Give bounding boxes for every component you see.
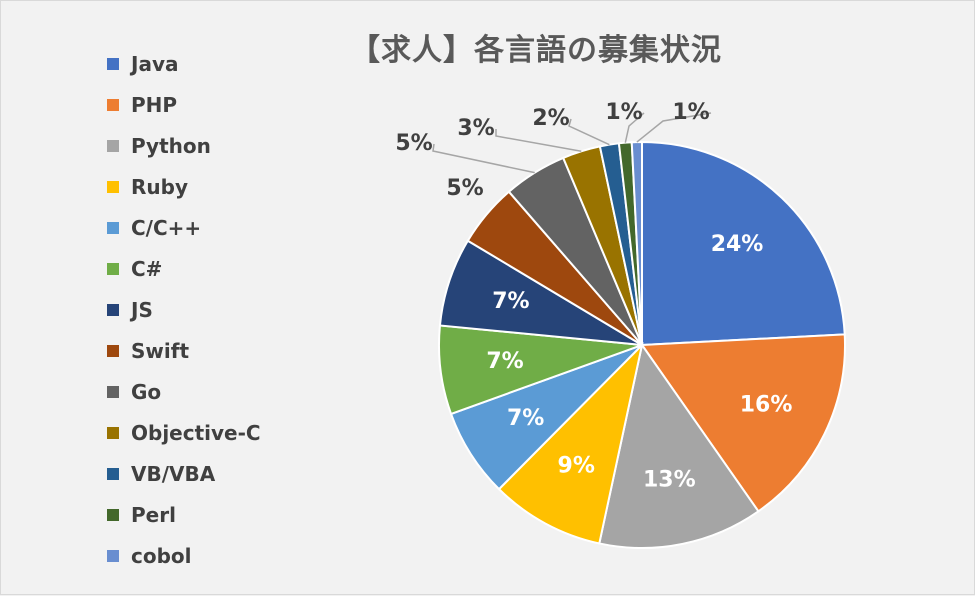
legend-label: Perl <box>131 502 176 527</box>
legend-swatch <box>107 221 119 234</box>
legend-swatch <box>107 344 119 357</box>
data-label-objective-c: 3% <box>457 116 494 141</box>
pie-slice-python <box>598 342 760 549</box>
legend-item-perl: Perl <box>107 494 261 535</box>
pie-slice-ruby <box>497 341 644 545</box>
data-label-perl: 1% <box>605 100 642 125</box>
legend-label: cobol <box>131 543 192 568</box>
data-label-java: 24% <box>711 232 764 257</box>
legend-swatch <box>107 385 119 398</box>
legend-swatch <box>107 262 119 275</box>
legend-item-java: Java <box>107 43 261 84</box>
data-label-vb-vba: 2% <box>532 106 569 131</box>
legend-label: VB/VBA <box>131 461 216 486</box>
leader-line-go <box>432 143 535 174</box>
pie-slice-java <box>641 140 846 347</box>
legend-swatch <box>107 303 119 316</box>
legend-item-cobol: cobol <box>107 535 261 576</box>
data-label-ruby: 9% <box>558 453 595 478</box>
legend-swatch <box>107 467 119 480</box>
legend-label: Java <box>131 51 179 76</box>
data-label-php: 16% <box>740 393 793 418</box>
legend-swatch <box>107 508 119 521</box>
leader-line-vb-vba <box>568 118 610 146</box>
legend-label: Swift <box>131 338 189 363</box>
legend-swatch <box>107 57 119 70</box>
legend-item-php: PHP <box>107 84 261 125</box>
pie-slice-php <box>640 333 846 513</box>
data-label-python: 13% <box>643 467 696 492</box>
legend-item-swift: Swift <box>107 330 261 371</box>
legend-label: C# <box>131 256 163 281</box>
legend-swatch <box>107 139 119 152</box>
legend-swatch <box>107 549 119 562</box>
legend-label: Go <box>131 379 162 404</box>
leader-line-cobol <box>636 112 712 143</box>
leader-line-objective-c <box>495 129 582 153</box>
legend-swatch <box>107 180 119 193</box>
legend-label: PHP <box>131 92 178 117</box>
chart-title: 【求人】各言語の募集状況 <box>350 33 722 68</box>
data-label-js: 7% <box>492 289 529 314</box>
legend-label: JS <box>131 297 153 322</box>
leader-line-perl <box>624 112 645 143</box>
legend: Java PHP Python Ruby C/C++ C# JS Swift Go Objecti… <box>107 43 261 576</box>
legend-swatch <box>107 426 119 439</box>
legend-item-objective-c: Objective-C <box>107 412 261 453</box>
legend-label: C/C++ <box>131 215 202 240</box>
legend-item-c: C# <box>107 248 261 289</box>
data-label-c-c: 7% <box>507 406 544 431</box>
data-label-swift: 5% <box>446 176 483 201</box>
legend-item-ruby: Ruby <box>107 166 261 207</box>
legend-item-vb-vba: VB/VBA <box>107 453 261 494</box>
legend-item-python: Python <box>107 125 261 166</box>
legend-label: Ruby <box>131 174 188 199</box>
legend-item-go: Go <box>107 371 261 412</box>
data-label-cobol: 1% <box>672 100 709 125</box>
legend-item-js: JS <box>107 289 261 330</box>
legend-label: Objective-C <box>131 420 261 445</box>
legend-item-c-c: C/C++ <box>107 207 261 248</box>
legend-swatch <box>107 98 119 111</box>
data-label-c: 7% <box>486 349 523 374</box>
legend-label: Python <box>131 133 211 158</box>
data-label-go: 5% <box>395 131 432 156</box>
